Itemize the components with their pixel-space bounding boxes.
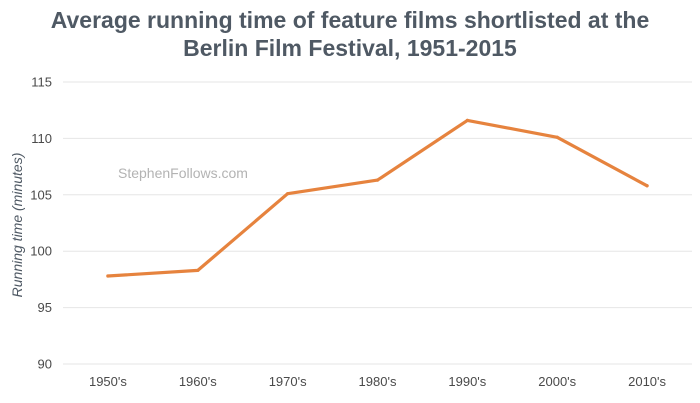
data-point — [465, 118, 469, 122]
data-point — [286, 192, 290, 196]
x-tick-label: 2010's — [628, 374, 666, 389]
data-point — [645, 184, 649, 188]
watermark-text: StephenFollows.com — [118, 165, 248, 181]
chart-title-line-2: Berlin Film Festival, 1951-2015 — [183, 35, 517, 61]
gridlines — [63, 81, 692, 365]
chart-title: Average running time of feature films sh… — [0, 6, 700, 62]
x-tick-label: 2000's — [538, 374, 576, 389]
data-point — [555, 135, 559, 139]
y-tick-label: 95 — [38, 300, 52, 315]
data-point — [375, 178, 380, 182]
y-tick-label: 90 — [38, 357, 52, 372]
y-tick-label: 115 — [31, 75, 52, 90]
series-line — [106, 118, 649, 278]
data-point — [106, 274, 110, 278]
y-tick-label: 110 — [31, 131, 52, 146]
y-tick-label: 100 — [30, 244, 52, 259]
y-tick-label: 105 — [30, 187, 52, 202]
x-tick-label: 1990's — [448, 374, 486, 389]
data-point — [196, 268, 200, 272]
x-tick-label: 1960's — [179, 374, 217, 389]
x-tick-label: 1980's — [359, 374, 397, 389]
chart-title-line-1: Average running time of feature films sh… — [50, 7, 650, 33]
y-axis-ticks: 90 95 100 105 110 115 — [30, 75, 52, 372]
series-group — [106, 118, 649, 278]
x-tick-label: 1950's — [89, 374, 127, 389]
y-axis-label: Running time (minutes) — [9, 153, 25, 298]
x-axis-ticks: 1950's 1960's 1970's 1980's 1990's 2000's 2010… — [89, 374, 667, 389]
x-tick-label: 1970's — [269, 374, 307, 389]
